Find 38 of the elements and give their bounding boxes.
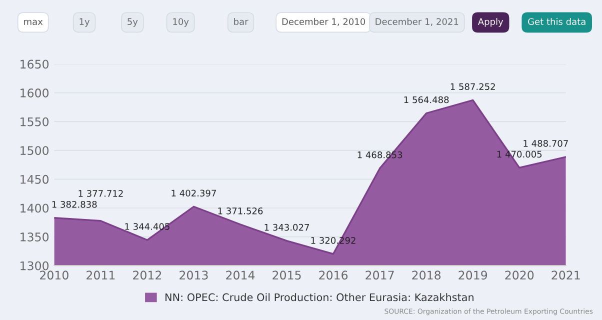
x-tick-label: 2021 [552,270,580,280]
x-tick-label: 2012 [133,270,162,280]
data-label: 1 488.707 [524,140,568,147]
x-tick-label: 2018 [412,270,441,280]
data-label: 1 402.397 [172,190,216,197]
x-tick-label: 2015 [272,270,301,280]
y-tick-label: 1300 [20,261,49,270]
y-tick-label: 1400 [20,204,49,213]
x-tick-label: 2020 [505,270,534,280]
x-tick-label: 2017 [366,270,394,280]
x-tick-label: 2014 [226,270,255,280]
legend-label: NN: OPEC: Crude Oil Production: Other Eurasia: Kazakhstan [166,293,474,302]
text: 10y [173,18,189,27]
x-tick-label: 2011 [86,270,115,280]
data-label: 1 371.526 [218,207,263,214]
data-label: 1 564.488 [404,96,449,104]
y-tick-label: 1450 [20,174,49,184]
text: 5y [128,18,138,27]
text: December 1, 2010 [282,18,366,26]
text: 1y [80,18,90,27]
x-tick-label: 2010 [40,270,68,280]
data-label: 1 377.712 [78,190,123,197]
y-tick-label: 1350 [20,232,49,242]
x-tick-label: 2019 [458,270,488,280]
y-tick-label: 1500 [20,146,49,156]
y-tick-label: 1650 [20,60,49,69]
y-tick-label: 1550 [20,117,49,126]
x-tick-label: 2016 [319,270,348,280]
data-label: 1 587.252 [450,83,495,90]
text: December 1, 2021 [376,18,458,26]
x-tick-label: 2013 [180,270,208,280]
data-label: 1 382.838 [52,200,97,208]
text: bar [234,18,248,26]
text: max [24,20,43,26]
data-label: 1 343.027 [264,224,309,231]
text: Apply [478,18,504,27]
y-tick-label: 1600 [20,88,49,98]
text: Get this data [528,18,586,26]
